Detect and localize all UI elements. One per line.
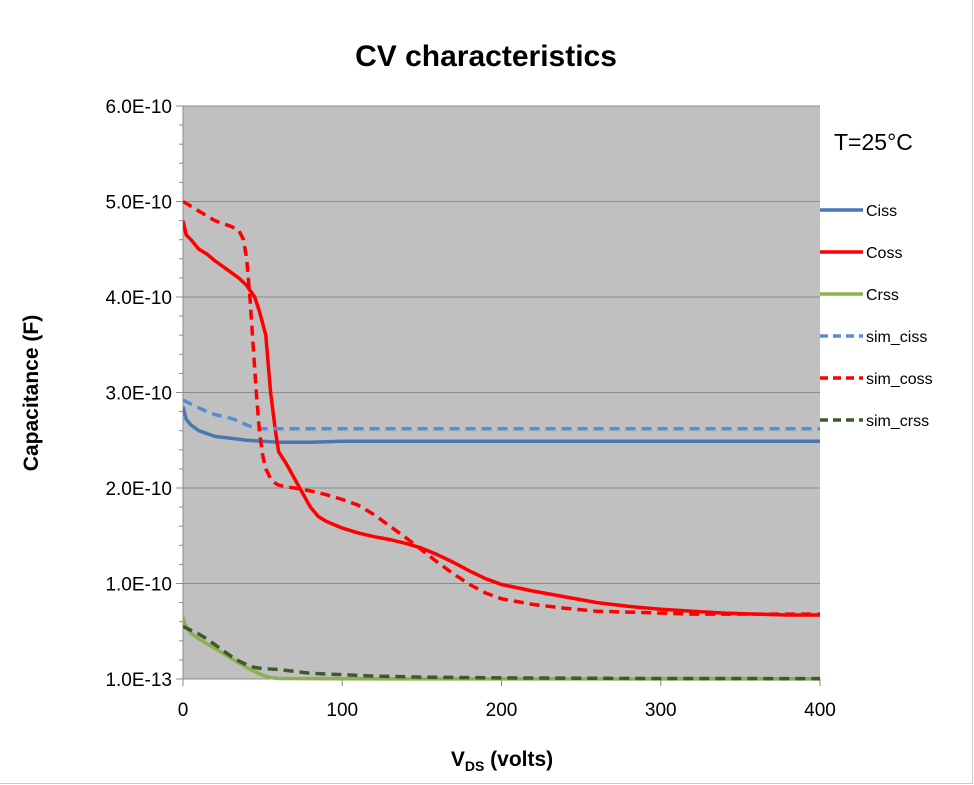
legend: Ciss Coss Crss sim_ciss sim_coss sim_crss bbox=[820, 203, 933, 430]
series-line-coss bbox=[183, 220, 820, 617]
legend-label-sim-ciss: sim_ciss bbox=[866, 329, 927, 346]
x-tick-label: 100 bbox=[326, 700, 358, 721]
x-axis-title: VDS (volts) bbox=[451, 748, 553, 774]
y-tick-label: 3.0E-10 bbox=[105, 384, 172, 405]
x-tick-label: 300 bbox=[645, 700, 677, 721]
x-tick-label: 200 bbox=[486, 700, 518, 721]
series-line-ciss bbox=[183, 406, 820, 444]
y-tick-label: 4.0E-10 bbox=[105, 288, 172, 309]
legend-label-crss: Crss bbox=[866, 287, 899, 304]
legend-label-ciss: Ciss bbox=[866, 203, 897, 220]
y-axis-title: Capacitance (F) bbox=[20, 315, 43, 471]
series-lines bbox=[183, 199, 820, 681]
chart-title: CV characteristics bbox=[355, 40, 617, 73]
y-tick-label: 1.0E-10 bbox=[105, 575, 172, 596]
y-tick-label: 1.0E-13 bbox=[105, 670, 172, 691]
legend-label-coss: Coss bbox=[866, 245, 902, 262]
x-axis-title-rest: (volts) bbox=[484, 748, 553, 771]
x-axis-title-main: V bbox=[451, 748, 465, 771]
legend-label-sim-crss: sim_crss bbox=[866, 413, 929, 430]
y-tick-label: 6.0E-10 bbox=[105, 97, 172, 118]
x-tick-label: 400 bbox=[804, 700, 836, 721]
tick-labels: 1.0E-13 1.0E-10 2.0E-10 3.0E-10 4.0E-10 5.0E-… bbox=[105, 97, 835, 721]
temperature-annotation: T=25°C bbox=[834, 129, 913, 155]
series-line-sim-coss bbox=[183, 199, 820, 616]
y-tick-label: 5.0E-10 bbox=[105, 193, 172, 214]
y-tick-label: 2.0E-10 bbox=[105, 479, 172, 500]
series-line-sim-ciss bbox=[183, 398, 820, 431]
x-tick-label: 0 bbox=[178, 700, 189, 721]
legend-label-sim-coss: sim_coss bbox=[866, 371, 933, 388]
x-axis-title-subscript: DS bbox=[465, 758, 484, 774]
